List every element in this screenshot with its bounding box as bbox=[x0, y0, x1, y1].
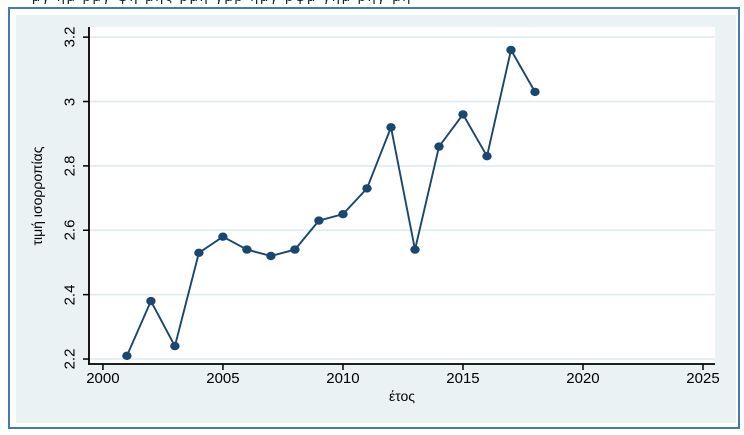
plot-region bbox=[89, 27, 715, 364]
x-tick-label: 2000 bbox=[86, 370, 120, 387]
graph-region: τιμή ισορροπίας έτος 2000 2005 2010 2015 202… bbox=[16, 15, 736, 423]
chart-plot-area bbox=[83, 27, 715, 370]
x-tick-label: 2005 bbox=[206, 370, 240, 387]
x-tick-label: 2010 bbox=[326, 370, 360, 387]
y-tick-label: 3 bbox=[61, 97, 79, 106]
data-point-marker bbox=[170, 341, 180, 351]
data-point-marker bbox=[194, 248, 204, 257]
data-point-marker bbox=[122, 351, 132, 360]
data-point-marker bbox=[458, 110, 468, 119]
y-tick-label: 2.8 bbox=[61, 155, 79, 177]
x-axis-title: έτος bbox=[388, 388, 416, 404]
data-point-marker bbox=[482, 152, 492, 161]
clipped-top-text: μγ ημ ρμγ ψη μης ρμη γμρ ημγ ρψμ γημ ρηγ… bbox=[32, 0, 592, 5]
data-point-marker bbox=[362, 184, 372, 193]
data-point-marker bbox=[266, 251, 276, 261]
data-point-marker bbox=[434, 142, 444, 151]
data-point-marker bbox=[410, 245, 420, 254]
data-point-marker bbox=[338, 210, 348, 219]
x-tick-label: 2020 bbox=[566, 370, 600, 387]
x-tick-label: 2025 bbox=[686, 370, 720, 387]
y-tick-label: 2.4 bbox=[61, 284, 79, 306]
y-tick-label: 3.2 bbox=[61, 26, 79, 48]
data-point-marker bbox=[530, 87, 540, 97]
data-point-marker bbox=[146, 296, 156, 306]
data-point-marker bbox=[506, 45, 516, 55]
data-point-marker bbox=[218, 232, 228, 241]
y-tick-label: 2.2 bbox=[61, 348, 79, 370]
figure-border: τιμή ισορροπίας έτος 2000 2005 2010 2015 202… bbox=[8, 7, 740, 429]
data-point-marker bbox=[290, 245, 300, 254]
clipped-top-text-fragments: μγ ημ ρμγ ψη μης ρμη γμρ ημγ ρψμ γημ ρηγ… bbox=[32, 0, 592, 4]
y-tick-label: 2.6 bbox=[61, 219, 79, 241]
data-point-marker bbox=[242, 245, 252, 254]
data-point-marker bbox=[314, 216, 324, 225]
y-axis-title: τιμή ισορροπίας bbox=[29, 146, 45, 246]
x-tick-label: 2015 bbox=[446, 370, 480, 387]
series-line bbox=[126, 47, 536, 357]
data-point-marker bbox=[386, 123, 396, 132]
